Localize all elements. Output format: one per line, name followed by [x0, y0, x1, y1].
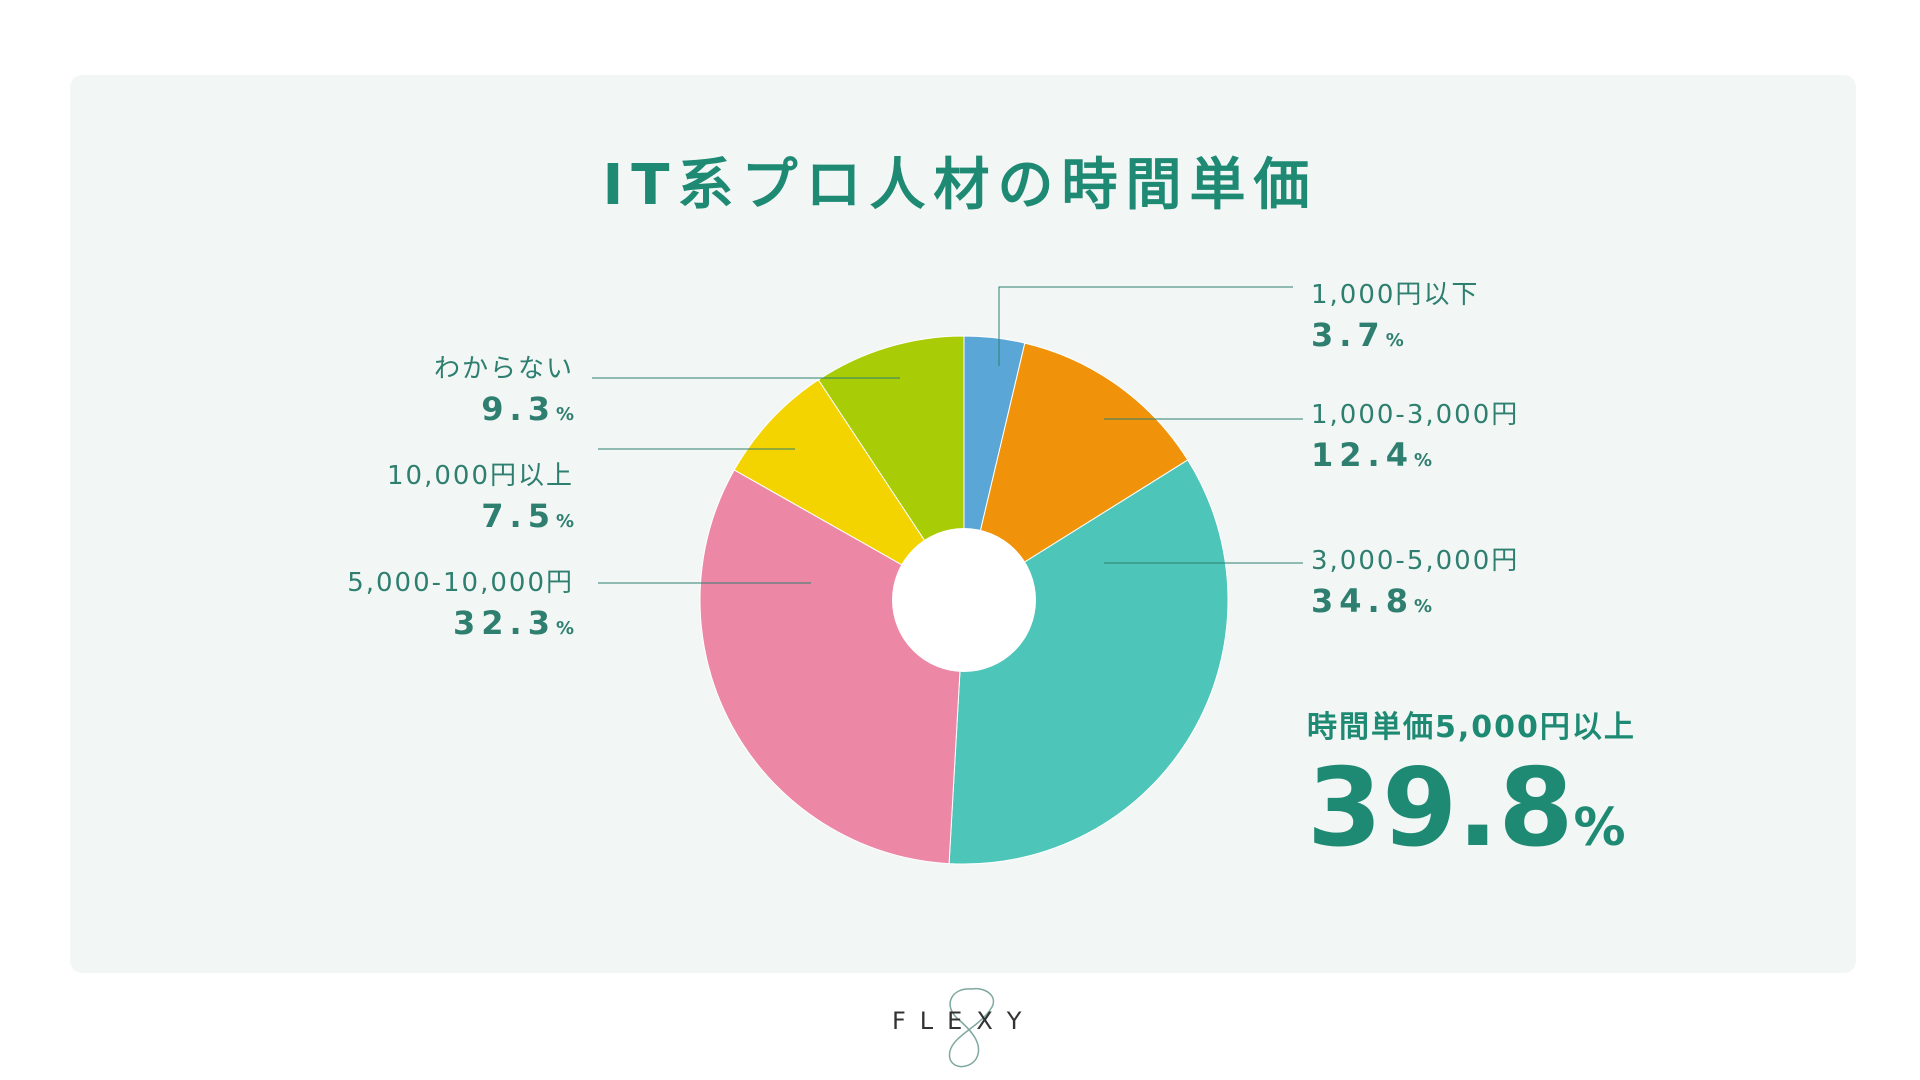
value-row: 34.8% — [1311, 578, 1519, 630]
highlight-unit: % — [1573, 798, 1626, 858]
category-label: 5,000-10,000円 — [347, 568, 574, 598]
label-1000-or-less: 1,000円以下 3.7% — [1311, 278, 1479, 364]
leader-lines — [592, 286, 1303, 584]
value-row: 12.4% — [1311, 432, 1519, 484]
category-label: 3,000-5,000円 — [1311, 546, 1520, 576]
pie-slice-6 — [817, 335, 965, 602]
percent-sign: % — [1413, 596, 1432, 617]
percent-sign: % — [555, 404, 574, 425]
logo-loop-icon — [948, 987, 995, 1068]
leader-line-1 — [998, 286, 1293, 366]
pie-slice-2 — [963, 342, 1189, 602]
highlight-value-row: 39.8% — [1307, 750, 1636, 887]
highlight-caption: 時間単価5,000円以上 — [1307, 710, 1636, 745]
logo-text: FLEXY — [892, 1007, 1036, 1035]
label-10000-or-more: 10,000円以上 7.5% — [387, 459, 574, 545]
percent-sign: % — [1413, 450, 1432, 471]
value: 34.8 — [1311, 582, 1414, 620]
percent-sign: % — [555, 618, 574, 639]
value: 7.5 — [481, 497, 556, 535]
flexy-logo: FLEXY — [880, 985, 1040, 1071]
category-label: 1,000円以下 — [1311, 280, 1480, 310]
donut-hole — [892, 528, 1036, 672]
pie-slice-5 — [733, 379, 965, 601]
value: 3.7 — [1311, 316, 1386, 354]
label-1000-3000: 1,000-3,000円 12.4% — [1311, 398, 1519, 484]
highlight-summary: 時間単価5,000円以上 39.8% — [1307, 702, 1636, 887]
label-3000-5000: 3,000-5,000円 34.8% — [1311, 544, 1519, 630]
label-5000-10000: 5,000-10,000円 32.3% — [347, 566, 574, 652]
value-row: 32.3% — [347, 600, 574, 652]
value-row: 3.7% — [1311, 312, 1479, 364]
chart-title: IT系プロ人材の時間単価 — [602, 153, 1318, 218]
pie-slice-4 — [699, 469, 965, 865]
highlight-value: 39.8 — [1307, 746, 1574, 871]
category-label: わからない — [433, 354, 574, 384]
value: 12.4 — [1311, 436, 1414, 474]
value-row: 7.5% — [387, 493, 574, 545]
label-unknown: わからない 9.3% — [434, 352, 574, 438]
category-label: 1,000-3,000円 — [1311, 400, 1520, 430]
category-label: 10,000円以上 — [387, 461, 574, 491]
value-row: 9.3% — [434, 386, 574, 438]
value: 9.3 — [481, 390, 556, 428]
percent-sign: % — [1385, 330, 1404, 351]
pie-slice-3 — [948, 459, 1229, 865]
percent-sign: % — [555, 511, 574, 532]
value: 32.3 — [453, 604, 556, 642]
